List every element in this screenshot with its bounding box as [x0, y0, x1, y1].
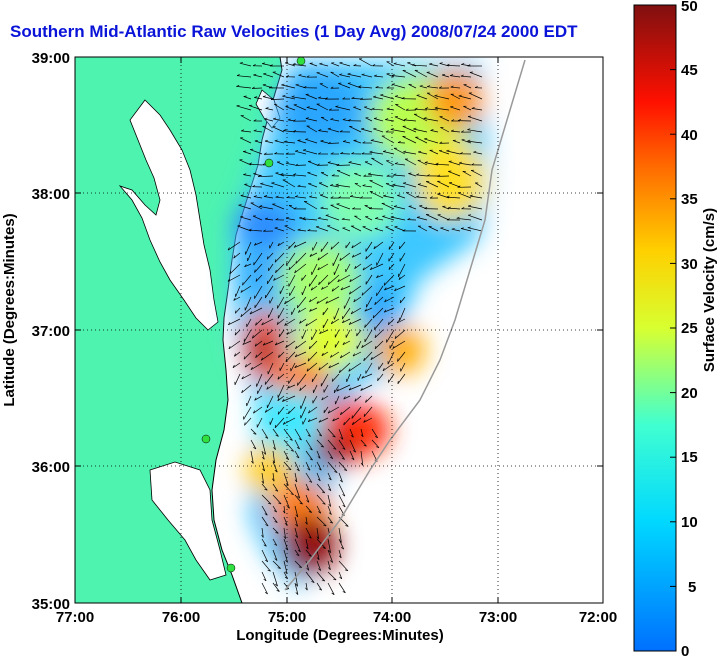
shelf-break-contour: [284, 59, 526, 591]
y-axis-label: Latitude (Degrees:Minutes): [1, 213, 18, 406]
colorbar-label: Surface Velocity (cm/s): [701, 208, 718, 372]
colorbar-tick-label: 30: [681, 256, 698, 273]
pamlico-sound: [149, 461, 227, 581]
colorbar-tick-label: 15: [681, 449, 698, 466]
map-title: Southern Mid-Atlantic Raw Velocities (1 …: [10, 22, 578, 41]
y-tick-label: 35:00: [32, 596, 70, 613]
colorbar: [633, 4, 677, 652]
colorbar-tick-label: 20: [681, 385, 698, 402]
colorbar-tick-label: 45: [681, 62, 698, 79]
station-marker: [264, 158, 274, 168]
chesapeake-bay: [118, 99, 219, 331]
x-tick-label: 73:00: [479, 609, 517, 626]
x-tick-label: 75:00: [268, 609, 306, 626]
station-marker: [296, 57, 306, 66]
station-marker: [226, 563, 236, 573]
colorbar-tick-label: 10: [681, 514, 698, 531]
x-tick-label: 74:00: [373, 609, 411, 626]
colorbar-tick-label: 0: [681, 643, 689, 659]
grid-lines: [75, 57, 603, 603]
velocity-field: [232, 62, 490, 590]
station-marker: [201, 434, 211, 444]
x-tick-label: 76:00: [162, 609, 200, 626]
y-tick-label: 36:00: [32, 459, 70, 476]
colorbar-tick-label: 25: [681, 320, 698, 337]
y-tick-label: 37:00: [32, 323, 70, 340]
y-tick-label: 38:00: [32, 186, 70, 203]
x-axis-label: Longitude (Degrees:Minutes): [236, 627, 444, 644]
velocity-vectors: [227, 58, 483, 595]
x-tick-label: 72:00: [579, 609, 617, 626]
colorbar-tick-label: 35: [681, 191, 698, 208]
colorbar-tick-label: 40: [681, 127, 698, 144]
y-tick-label: 39:00: [32, 50, 70, 67]
colorbar-tick-label: 50: [681, 0, 698, 15]
x-tick-label: 77:00: [56, 609, 94, 626]
colorbar-tick-label: 5: [688, 579, 696, 596]
